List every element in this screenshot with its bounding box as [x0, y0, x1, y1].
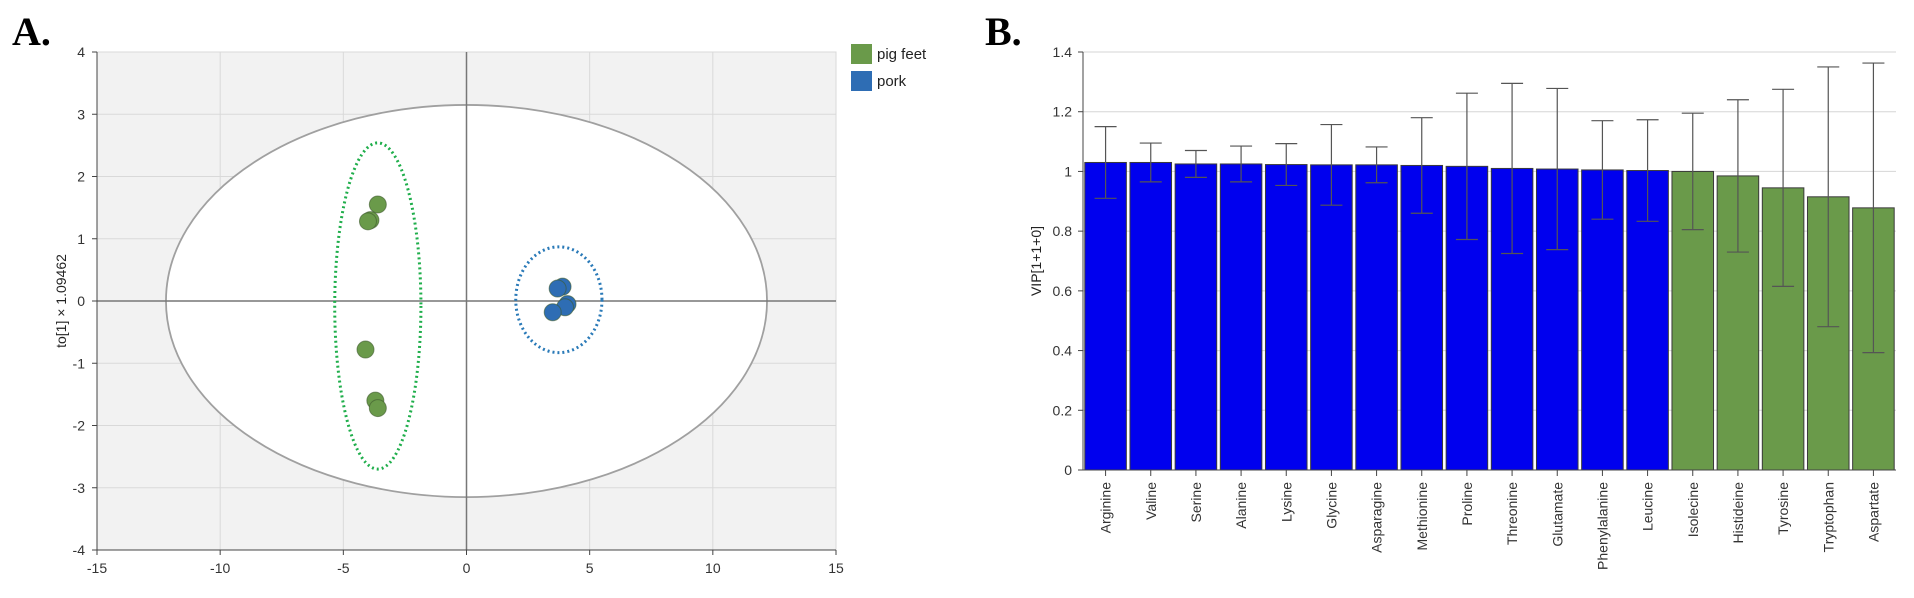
- y-tick-label: 4: [77, 44, 85, 60]
- y-tick-label: 0.6: [1053, 283, 1073, 299]
- x-tick-label: Serine: [1188, 482, 1204, 523]
- x-tick-label: Asparagine: [1369, 482, 1385, 553]
- x-tick-label: Proline: [1459, 482, 1475, 526]
- y-tick-label: 1.2: [1053, 104, 1073, 120]
- x-tick-label: Tryptophan: [1820, 482, 1836, 552]
- y-tick-label: 0: [1064, 462, 1072, 478]
- y-axis-label: VIP[1+1+0]: [1028, 226, 1044, 296]
- x-tick-label: Glycine: [1323, 482, 1339, 529]
- bar: [1310, 164, 1353, 471]
- vip-bar-chart: Arginine Valine Serine Alanine Lysine Glycine…: [1028, 44, 1896, 570]
- x-tick-label: Histideine: [1730, 482, 1746, 544]
- legend-swatch: [851, 44, 872, 64]
- x-tick-label: -10: [210, 560, 230, 576]
- y-tick-label: 0.2: [1053, 402, 1073, 418]
- x-tick-label: Phenylalanine: [1594, 482, 1610, 570]
- group-ellipse: [333, 141, 423, 471]
- x-tick-label: Tyrosine: [1775, 482, 1791, 535]
- data-point: [548, 279, 567, 298]
- y-tick-label: 3: [77, 106, 85, 122]
- x-tick-label: Valine: [1143, 482, 1159, 520]
- bar: [1400, 164, 1444, 471]
- legend-swatch: [851, 71, 872, 91]
- x-tick-label: Glutamate: [1549, 482, 1565, 547]
- bar: [1129, 161, 1173, 471]
- x-tick-label: Methionine: [1414, 482, 1430, 551]
- y-tick-label: -4: [73, 542, 86, 558]
- y-tick-label: -3: [73, 480, 86, 496]
- panel-b-label: B.: [985, 9, 1022, 54]
- bar: [1084, 161, 1127, 471]
- x-tick-label: -5: [337, 560, 350, 576]
- legend-label: pork: [877, 73, 907, 90]
- x-tick-label: Lysine: [1278, 482, 1294, 522]
- legend-label: pig feet: [877, 46, 927, 63]
- x-tick-label: 10: [705, 560, 721, 576]
- panel-a-label: A.: [12, 9, 51, 54]
- y-tick-label: 0.8: [1053, 223, 1073, 239]
- x-tick-label: 0: [463, 560, 471, 576]
- data-point: [368, 399, 387, 418]
- x-tick-label: Alanine: [1233, 482, 1249, 529]
- x-tick-label: Isolecine: [1685, 482, 1701, 537]
- y-tick-label: 1: [77, 231, 85, 247]
- x-tick-label: 15: [828, 560, 844, 576]
- data-point: [368, 195, 387, 214]
- y-tick-label: -2: [73, 418, 86, 434]
- y-tick-label: 1.4: [1053, 44, 1073, 60]
- bar: [1264, 164, 1308, 471]
- bar: [1219, 163, 1263, 471]
- data-point: [358, 212, 377, 231]
- x-tick-label: Leucine: [1640, 482, 1656, 531]
- x-tick-label: Threonine: [1504, 482, 1520, 545]
- y-axis-label: to[1] × 1.09462: [53, 254, 69, 348]
- y-tick-label: 2: [77, 169, 85, 185]
- bar: [1355, 164, 1398, 471]
- x-tick-label: Arginine: [1098, 482, 1114, 534]
- data-point: [356, 340, 375, 359]
- y-tick-label: 0: [77, 293, 85, 309]
- x-tick-label: -15: [87, 560, 107, 576]
- y-tick-label: 0.4: [1053, 343, 1073, 359]
- y-tick-label: -1: [73, 355, 86, 371]
- x-tick-label: 5: [586, 560, 594, 576]
- data-point: [543, 303, 562, 322]
- bar: [1174, 163, 1218, 471]
- y-tick-label: 1: [1064, 163, 1072, 179]
- group-ellipse: [514, 245, 604, 355]
- x-tick-label: Aspartate: [1865, 482, 1881, 542]
